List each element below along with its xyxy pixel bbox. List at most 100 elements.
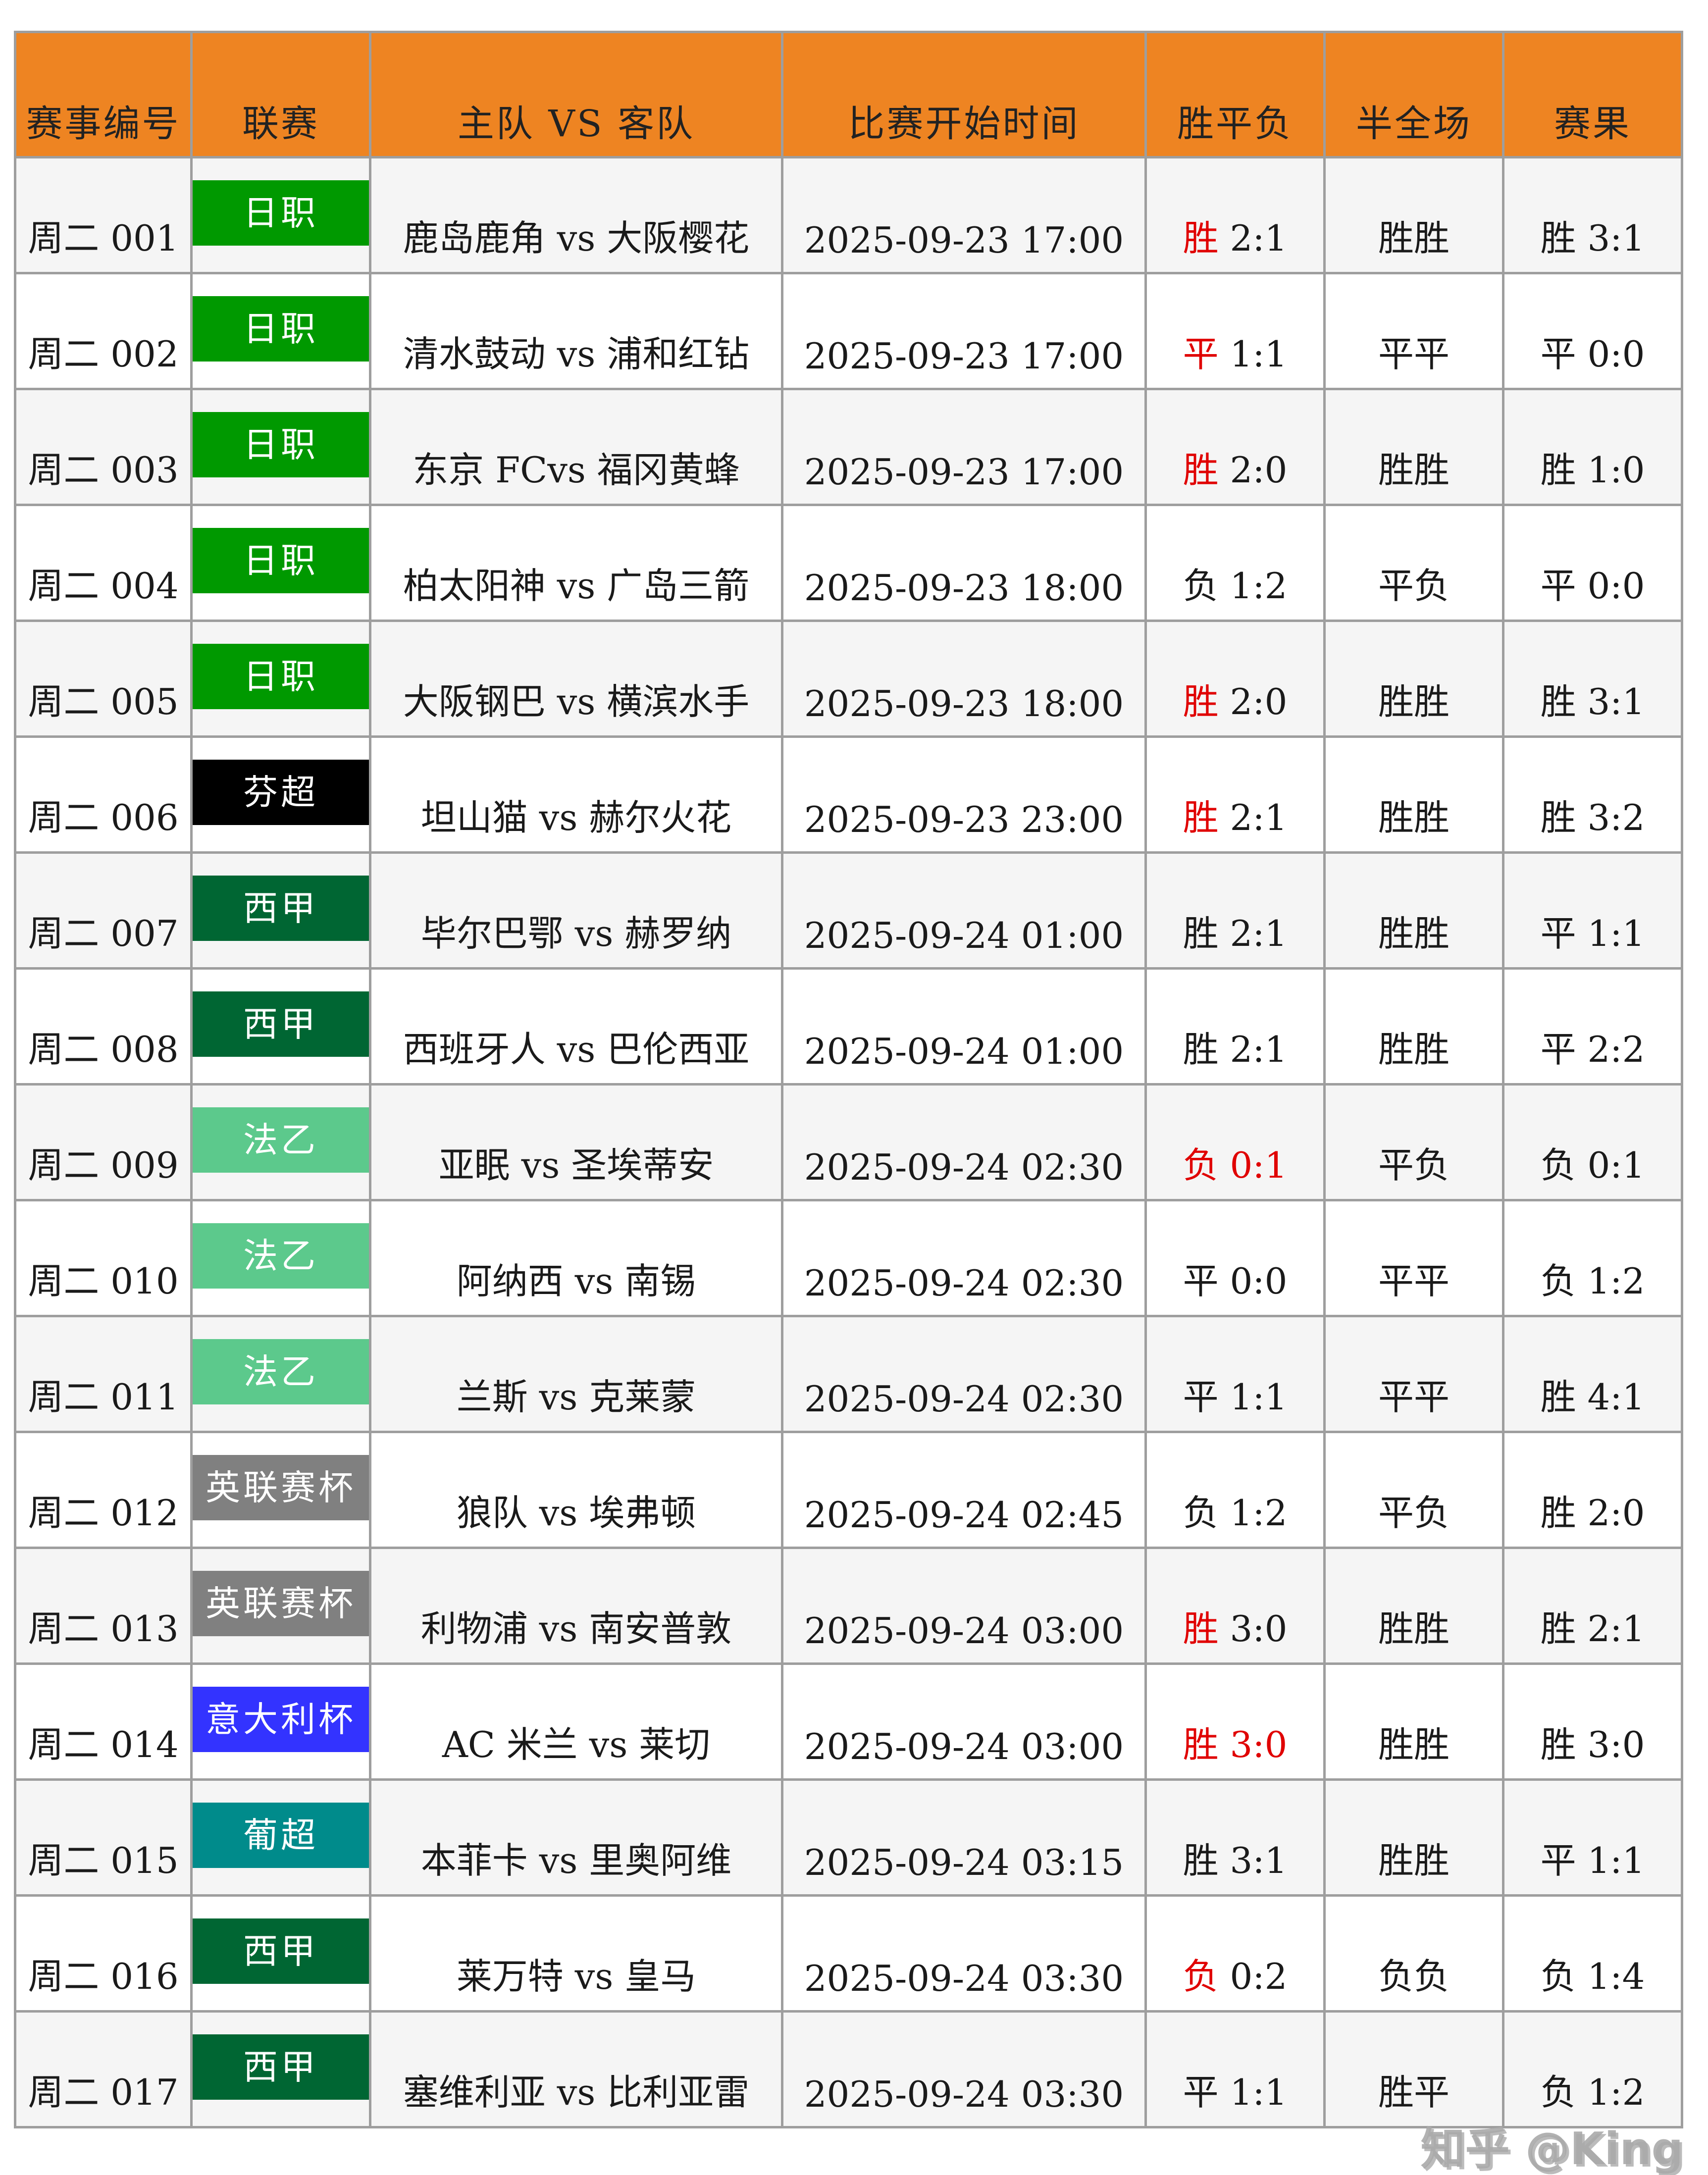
sfp-score: 2:0	[1230, 681, 1288, 723]
league-cell: 西甲	[190, 851, 371, 970]
table-row: 周二 008 西甲 西班牙人 vs 巴伦西亚 2025-09-24 01:00 胜 2:…	[14, 967, 1683, 1086]
half-full: 胜胜	[1323, 1662, 1504, 1781]
match-id: 周二 012	[14, 1431, 193, 1549]
teams: 狼队 vs 埃弗顿	[369, 1431, 783, 1549]
half-full: 平负	[1323, 504, 1504, 622]
sfp-cell: 负 0:1	[1144, 1083, 1326, 1201]
start-time: 2025-09-23 17:00	[781, 388, 1147, 506]
match-id: 周二 004	[14, 504, 193, 622]
start-time: 2025-09-23 23:00	[781, 735, 1147, 854]
league-badge: 芬超	[194, 760, 368, 825]
half-full: 平平	[1323, 1315, 1504, 1433]
header-time: 比赛开始时间	[781, 31, 1147, 158]
teams: 坦山猫 vs 赫尔火花	[369, 735, 783, 854]
table-row: 周二 004 日职 柏太阳神 vs 广岛三箭 2025-09-23 18:00 负 1:…	[14, 504, 1683, 622]
match-id: 周二 014	[14, 1662, 193, 1781]
start-time: 2025-09-24 01:00	[781, 967, 1147, 1086]
league-badge: 法乙	[194, 1223, 368, 1289]
half-full: 胜胜	[1323, 388, 1504, 506]
league-badge: 日职	[194, 180, 368, 246]
sfp-cell: 负 1:2	[1144, 504, 1326, 622]
league-badge: 日职	[194, 644, 368, 709]
start-time: 2025-09-23 17:00	[781, 272, 1147, 390]
start-time: 2025-09-23 17:00	[781, 156, 1147, 274]
header-sfp: 胜平负	[1144, 31, 1326, 158]
sfp-score: 2:1	[1230, 1029, 1288, 1070]
start-time: 2025-09-24 02:30	[781, 1083, 1147, 1201]
final-result: 胜 1:0	[1502, 388, 1683, 506]
half-full: 负负	[1323, 1894, 1504, 2013]
half-full: 平负	[1323, 1083, 1504, 1201]
sfp-score: 2:1	[1230, 217, 1288, 259]
sfp-score: 1:1	[1230, 1376, 1288, 1418]
final-result: 平 0:0	[1502, 504, 1683, 622]
sfp-outcome: 胜	[1183, 1724, 1219, 1765]
teams: 亚眠 vs 圣埃蒂安	[369, 1083, 783, 1201]
table-row: 周二 007 西甲 毕尔巴鄂 vs 赫罗纳 2025-09-24 01:00 胜 2:1…	[14, 851, 1683, 970]
table-row: 周二 017 西甲 塞维利亚 vs 比利亚雷 2025-09-24 03:30 平 1:…	[14, 2010, 1683, 2128]
header-row: 赛事编号 联赛 主队 VS 客队 比赛开始时间 胜平负 半全场 赛果	[14, 31, 1683, 158]
table-row: 周二 012 英联赛杯 狼队 vs 埃弗顿 2025-09-24 02:45 负 1:2…	[14, 1431, 1683, 1549]
league-cell: 法乙	[190, 1315, 371, 1433]
match-id: 周二 010	[14, 1199, 193, 1317]
sfp-score: 2:0	[1230, 449, 1288, 491]
sfp-outcome: 胜	[1183, 797, 1219, 838]
half-full: 胜胜	[1323, 1778, 1504, 1897]
final-result: 胜 3:1	[1502, 156, 1683, 274]
table-row: 周二 013 英联赛杯 利物浦 vs 南安普敦 2025-09-24 03:00 胜 3…	[14, 1547, 1683, 1665]
sfp-outcome: 负	[1183, 1144, 1219, 1186]
sfp-cell: 胜 3:0	[1144, 1547, 1326, 1665]
half-full: 胜胜	[1323, 735, 1504, 854]
sfp-cell: 负 0:2	[1144, 1894, 1326, 2013]
final-result: 平 1:1	[1502, 851, 1683, 970]
table-row: 周二 006 芬超 坦山猫 vs 赫尔火花 2025-09-23 23:00 胜 2:1…	[14, 735, 1683, 854]
table-row: 周二 010 法乙 阿纳西 vs 南锡 2025-09-24 02:30 平 0:0 平平…	[14, 1199, 1683, 1317]
league-badge: 西甲	[194, 876, 368, 941]
final-result: 胜 4:1	[1502, 1315, 1683, 1433]
teams: 东京 FCvs 福冈黄蜂	[369, 388, 783, 506]
half-full: 胜胜	[1323, 967, 1504, 1086]
start-time: 2025-09-24 03:15	[781, 1778, 1147, 1897]
teams: 毕尔巴鄂 vs 赫罗纳	[369, 851, 783, 970]
start-time: 2025-09-24 03:30	[781, 1894, 1147, 2013]
league-badge: 法乙	[194, 1339, 368, 1404]
teams: 本菲卡 vs 里奥阿维	[369, 1778, 783, 1897]
sfp-score: 0:0	[1230, 1260, 1288, 1302]
teams: 柏太阳神 vs 广岛三箭	[369, 504, 783, 622]
watermark: 知乎 @King	[1420, 2123, 1683, 2175]
final-result: 胜 3:1	[1502, 620, 1683, 738]
match-id: 周二 015	[14, 1778, 193, 1897]
sfp-outcome: 胜	[1183, 449, 1219, 491]
teams: 清水鼓动 vs 浦和红钻	[369, 272, 783, 390]
match-id: 周二 007	[14, 851, 193, 970]
header-result: 赛果	[1502, 31, 1683, 158]
final-result: 负 1:2	[1502, 1199, 1683, 1317]
league-badge: 葡超	[194, 1803, 368, 1868]
sfp-score: 3:0	[1230, 1724, 1288, 1765]
sfp-cell: 负 1:2	[1144, 1431, 1326, 1549]
half-full: 胜胜	[1323, 851, 1504, 970]
teams: 兰斯 vs 克莱蒙	[369, 1315, 783, 1433]
table-row: 周二 005 日职 大阪钢巴 vs 横滨水手 2025-09-23 18:00 胜 2:…	[14, 620, 1683, 738]
league-cell: 法乙	[190, 1199, 371, 1317]
sfp-outcome: 平	[1183, 1376, 1219, 1418]
header-half-full: 半全场	[1323, 31, 1504, 158]
league-cell: 西甲	[190, 2010, 371, 2128]
final-result: 胜 2:1	[1502, 1547, 1683, 1665]
table-row: 周二 009 法乙 亚眠 vs 圣埃蒂安 2025-09-24 02:30 负 0:1 平…	[14, 1083, 1683, 1201]
sfp-outcome: 胜	[1183, 1608, 1219, 1650]
sfp-outcome: 胜	[1183, 913, 1219, 954]
teams: 大阪钢巴 vs 横滨水手	[369, 620, 783, 738]
sfp-score: 0:1	[1230, 1144, 1288, 1186]
league-badge: 日职	[194, 528, 368, 593]
sfp-cell: 胜 3:0	[1144, 1662, 1326, 1781]
match-id: 周二 001	[14, 156, 193, 274]
final-result: 胜 2:0	[1502, 1431, 1683, 1549]
league-cell: 英联赛杯	[190, 1547, 371, 1665]
match-id: 周二 005	[14, 620, 193, 738]
half-full: 平平	[1323, 1199, 1504, 1317]
table-row: 周二 001 日职 鹿岛鹿角 vs 大阪樱花 2025-09-23 17:00 胜 2:…	[14, 156, 1683, 274]
league-badge: 西甲	[194, 1918, 368, 1984]
teams: 塞维利亚 vs 比利亚雷	[369, 2010, 783, 2128]
sfp-outcome: 胜	[1183, 217, 1219, 259]
